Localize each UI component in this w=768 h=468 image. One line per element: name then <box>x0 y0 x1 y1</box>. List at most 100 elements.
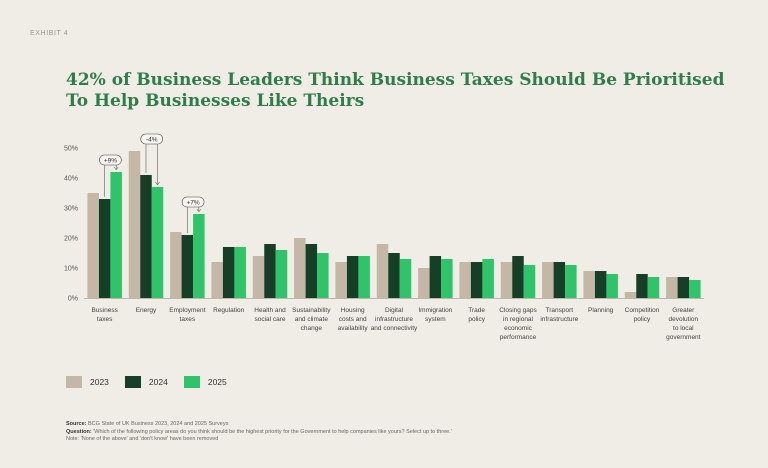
callout-label: -4% <box>146 136 158 143</box>
question-text: 'Which of the following policy areas do … <box>91 428 452 435</box>
y-tick-label: 50% <box>64 146 78 153</box>
bar-2025 <box>110 172 122 298</box>
bar-2024 <box>98 199 111 298</box>
bar-2025 <box>193 214 205 298</box>
callout-bubble <box>181 196 205 208</box>
bar-2023 <box>294 238 306 298</box>
bar-2025 <box>399 259 412 298</box>
chart-title: 42% of Business Leaders Think Business T… <box>66 70 725 111</box>
bar-2025 <box>317 253 329 298</box>
bar-2024 <box>388 253 400 298</box>
category-label: Business <box>91 307 118 314</box>
category-label: Regulation <box>213 307 244 314</box>
category-label: policy <box>634 316 651 323</box>
category-label: infrastructure <box>375 316 413 323</box>
category-label: Sustainability <box>292 307 331 314</box>
callout-label: +9% <box>104 157 117 164</box>
category-label: availability <box>338 325 369 332</box>
callout-bubble <box>99 154 122 166</box>
legend: 2023 2024 2025 <box>66 376 227 388</box>
bar-2023 <box>252 256 265 298</box>
exhibit-label: EXHIBIT 4 <box>30 30 69 37</box>
callout-label: +7% <box>186 199 199 206</box>
bar-2025 <box>647 277 660 298</box>
bar-2023 <box>624 292 637 298</box>
bar-2023 <box>170 232 182 298</box>
category-label: Competition <box>625 307 660 314</box>
y-tick-label: 0% <box>68 296 78 303</box>
legend-item-2025: 2025 <box>183 376 227 388</box>
y-tick-label: 20% <box>64 236 78 243</box>
bar-2023 <box>87 193 99 298</box>
callout-arrow-head <box>196 208 202 213</box>
category-label: Transport <box>546 307 574 314</box>
bar-2024 <box>264 244 276 298</box>
bar-2024 <box>677 277 690 298</box>
bar-2024 <box>140 175 152 298</box>
bar-2025 <box>234 247 246 298</box>
bar-2024 <box>594 271 607 298</box>
legend-label: 2023 <box>90 377 109 387</box>
bar-2024 <box>305 244 318 298</box>
callout-arrow-head <box>113 166 119 171</box>
bar-2023 <box>335 262 347 298</box>
category-label: government <box>666 334 701 341</box>
category-label: costs and <box>339 316 367 323</box>
legend-swatch <box>124 376 141 388</box>
category-label: Closing gaps <box>499 307 537 314</box>
callout-arrow-head <box>155 181 160 186</box>
category-label: taxes <box>97 316 113 323</box>
source-label: Source: <box>66 421 87 427</box>
category-label: in regional <box>503 316 534 323</box>
category-label: infrastructure <box>540 316 578 323</box>
bar-2023 <box>542 262 554 298</box>
bar-2023 <box>583 271 595 298</box>
category-label: taxes <box>180 316 196 323</box>
bar-2025 <box>606 274 618 298</box>
bar-2024 <box>470 262 483 298</box>
bar-2023 <box>666 277 678 298</box>
category-label: Digital <box>385 307 404 314</box>
bar-2025 <box>275 250 288 298</box>
bar-2023 <box>211 262 223 298</box>
y-tick-label: 30% <box>64 206 78 213</box>
bar-2025 <box>689 280 701 298</box>
category-label: Energy <box>136 307 157 314</box>
bar-2024 <box>429 256 442 298</box>
category-label: Employment <box>169 307 205 314</box>
bar-2024 <box>222 247 235 298</box>
bar-2024 <box>553 262 566 298</box>
category-label: performance <box>500 334 537 341</box>
legend-swatch <box>66 376 82 388</box>
category-label: policy <box>468 316 485 323</box>
category-label: Housing <box>341 307 365 314</box>
legend-label: 2025 <box>207 377 227 387</box>
question-label: Question: <box>66 428 92 435</box>
category-label: social care <box>254 316 285 323</box>
legend-label: 2024 <box>148 377 168 387</box>
bar-2023 <box>128 151 141 298</box>
bar-2025 <box>482 259 494 298</box>
question-line: Question: 'Which of the following policy… <box>66 429 746 437</box>
bar-2024 <box>512 256 524 298</box>
category-label: Trade <box>468 307 485 314</box>
source-line: Source: BCG State of UK Business 2023, 2… <box>66 421 746 429</box>
category-label: change <box>301 325 323 332</box>
category-label: and connectivity <box>371 325 418 332</box>
category-label: system <box>425 316 446 323</box>
legend-swatch <box>183 376 200 388</box>
bar-2024 <box>636 274 648 298</box>
category-label: Greater <box>672 307 695 314</box>
bar-2025 <box>523 265 536 298</box>
category-label: and climate <box>295 316 329 323</box>
y-tick-label: 40% <box>64 176 78 183</box>
note-line: Note: 'None of the above' and 'don't kno… <box>66 436 219 442</box>
bar-2023 <box>376 244 389 298</box>
bar-2025 <box>358 256 370 298</box>
category-label: economic <box>504 325 533 332</box>
category-label: to local <box>673 325 694 332</box>
legend-item-2024: 2024 <box>124 376 168 388</box>
source-text: BCG State of UK Business 2023, 2024 and … <box>86 421 229 427</box>
category-label: devolution <box>669 316 699 323</box>
